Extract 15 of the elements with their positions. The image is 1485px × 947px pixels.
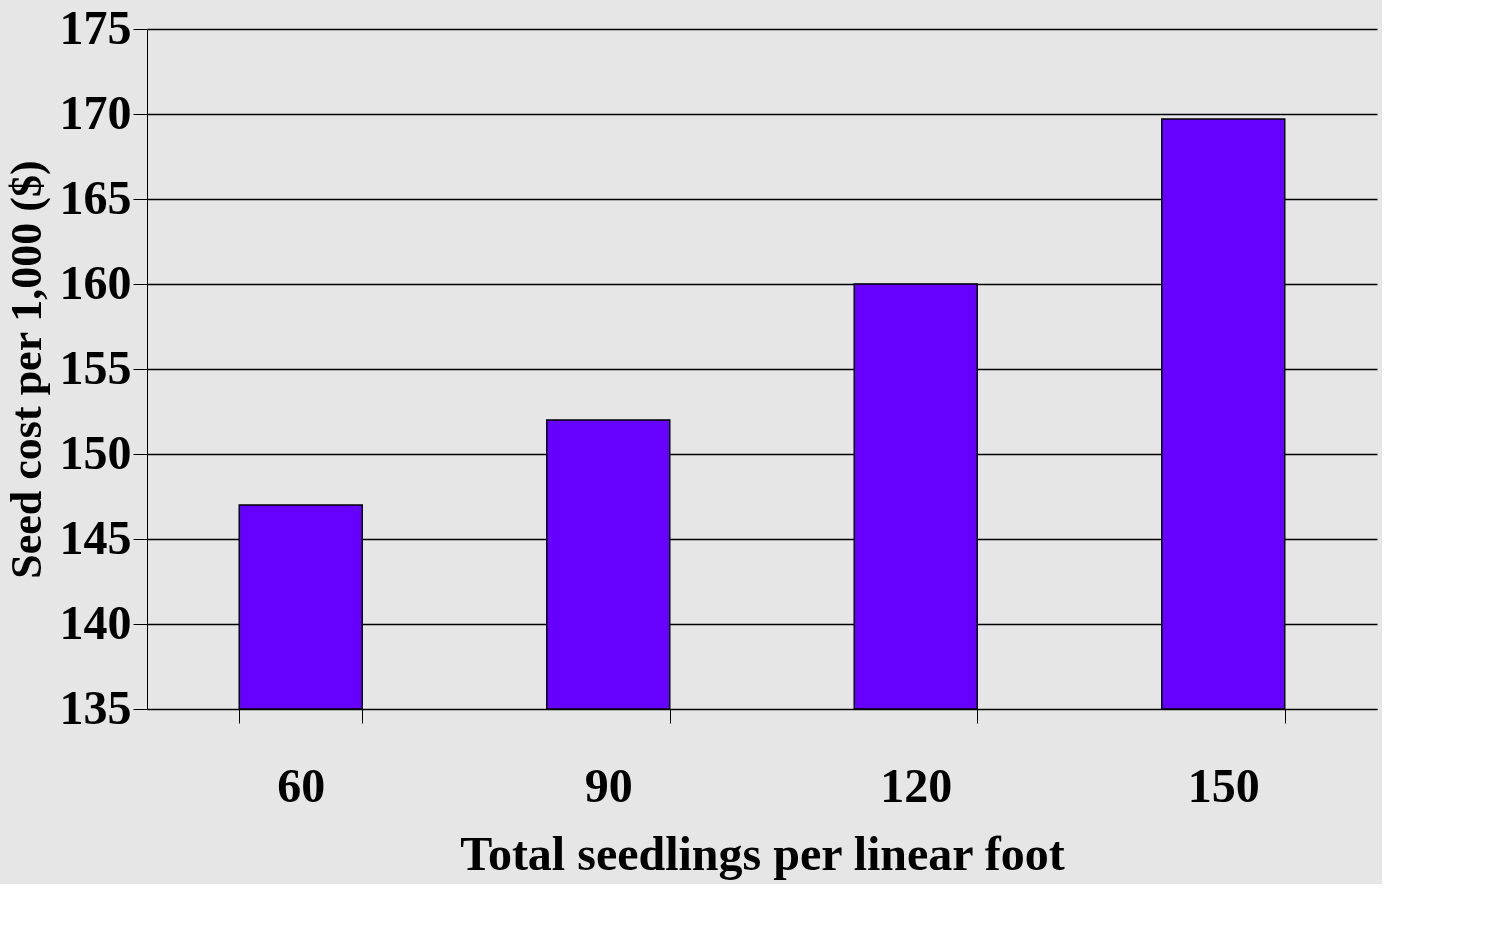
x-tick-label: 150	[1187, 758, 1260, 812]
y-tick-label: 140	[59, 595, 132, 649]
y-tick-label: 160	[59, 255, 132, 309]
x-tick-label: 60	[277, 758, 326, 812]
x-axis-title: Total seedlings per linear foot	[460, 826, 1065, 880]
y-tick-label: 135	[59, 680, 132, 734]
y-tick-label: 165	[59, 170, 132, 224]
x-tick-label: 90	[584, 758, 633, 812]
y-tick-label: 155	[59, 340, 132, 394]
y-tick-label: 170	[59, 85, 132, 139]
y-tick-label: 145	[59, 510, 132, 564]
x-tick-label: 120	[880, 758, 953, 812]
y-tick-label: 150	[59, 425, 132, 479]
y-tick-label: 175	[59, 0, 132, 54]
y-axis-title: Seed cost per 1,000 ($)	[1, 160, 51, 579]
